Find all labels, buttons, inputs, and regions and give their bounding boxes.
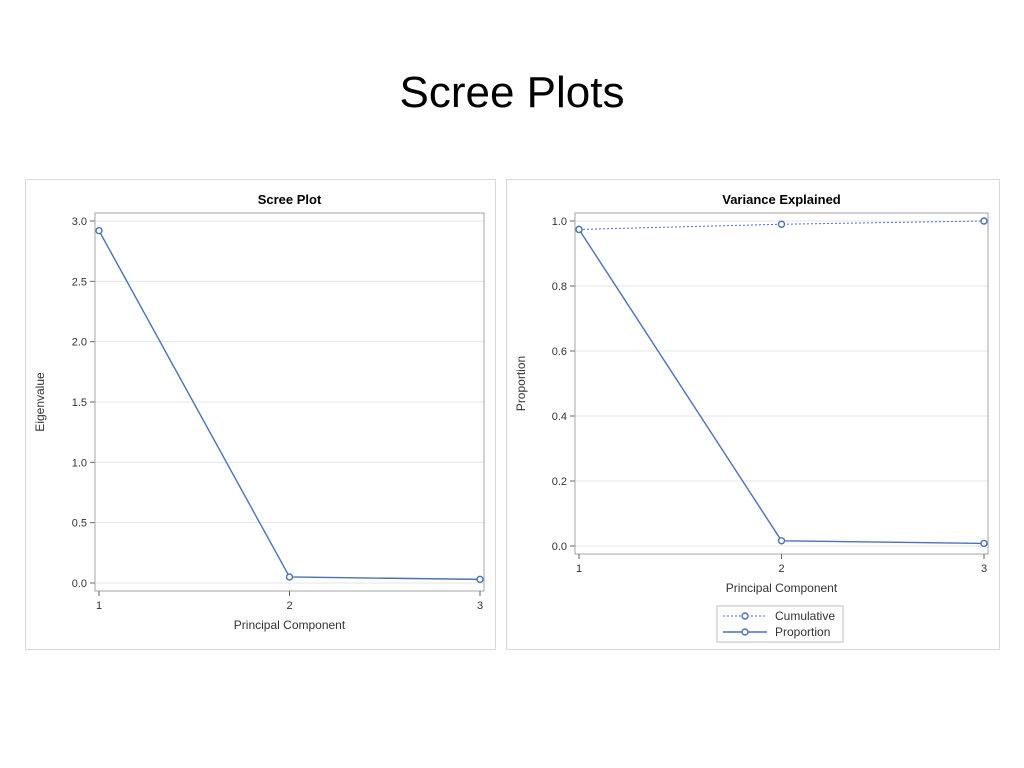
- plot-area-frame: [574, 212, 989, 555]
- y-tick-label: 1.5: [72, 397, 87, 409]
- y-tick-label: 0.6: [552, 346, 567, 358]
- data-point: [575, 225, 583, 234]
- y-tick-label: 2.5: [72, 276, 87, 288]
- y-tick-label: 0.8: [552, 281, 567, 293]
- legend: [716, 605, 844, 643]
- legend-label: Cumulative: [775, 609, 835, 623]
- data-point: [777, 220, 786, 228]
- data-point: [95, 226, 103, 235]
- y-axis-label: Proportion: [514, 356, 528, 411]
- x-axis-label: Principal Component: [726, 581, 838, 595]
- data-point: [285, 573, 294, 581]
- x-tick-label: 3: [981, 563, 987, 575]
- legend-swatch-marker: [741, 612, 749, 620]
- data-point: [476, 575, 484, 584]
- x-tick-label: 1: [576, 563, 582, 575]
- x-tick-label: 3: [477, 600, 483, 612]
- chart-title: Scree Plot: [258, 192, 322, 207]
- data-point: [980, 217, 988, 225]
- slide-title: Scree Plots: [399, 68, 625, 117]
- y-tick-label: 0.4: [552, 411, 567, 423]
- x-tick-label: 1: [96, 600, 102, 612]
- legend-label: Proportion: [775, 625, 830, 639]
- y-axis-label: Eigenvalue: [33, 372, 47, 432]
- y-tick-label: 2.0: [72, 337, 87, 349]
- series-line-eigenvalue: [98, 230, 481, 581]
- data-point: [777, 537, 786, 545]
- series-line-cumulative: [578, 220, 985, 230]
- x-tick-label: 2: [778, 563, 784, 575]
- y-tick-label: 0.0: [552, 541, 567, 553]
- y-tick-label: 3.0: [72, 216, 87, 228]
- scree-plot-chart: Scree Plot 0.0 0.5 1.0 1.5 2.0 2.5 3.0 1 2 3 Princi…: [33, 192, 485, 632]
- y-tick-label: 0.0: [72, 578, 87, 590]
- y-tick-label: 0.2: [552, 476, 567, 488]
- legend-swatch-marker: [741, 628, 749, 636]
- chart-title: Variance Explained: [722, 192, 841, 207]
- variance-explained-panel: Variance Explained 0.0 0.2 0.4 0.6 0.8 1.0 1 2 3 P…: [506, 179, 1000, 650]
- y-tick-label: 0.5: [72, 518, 87, 530]
- x-tick-label: 2: [286, 600, 292, 612]
- series-line-proportion: [578, 229, 985, 545]
- variance-explained-chart: Variance Explained 0.0 0.2 0.4 0.6 0.8 1.0 1 2 3 P…: [514, 192, 989, 643]
- y-tick-label: 1.0: [552, 216, 567, 228]
- y-tick-label: 1.0: [72, 457, 87, 469]
- data-point: [980, 539, 988, 548]
- scree-plot-panel: Scree Plot 0.0 0.5 1.0 1.5 2.0 2.5 3.0 1 2 3 Princi…: [25, 179, 496, 650]
- x-axis-label: Principal Component: [234, 618, 346, 632]
